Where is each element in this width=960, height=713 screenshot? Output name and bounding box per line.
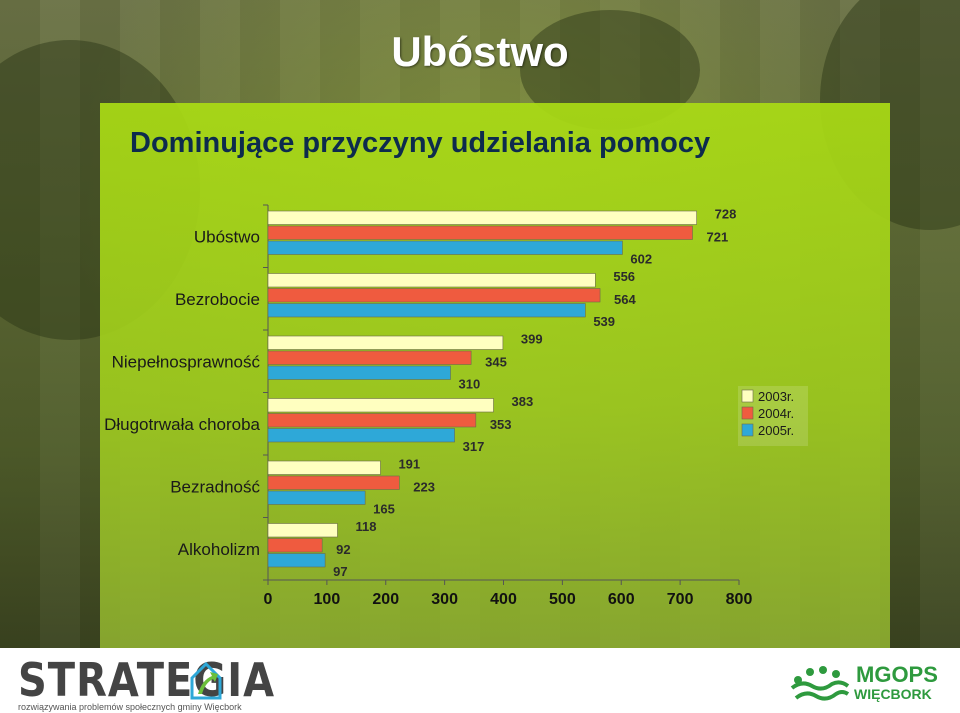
category-label: Niepełnosprawność — [112, 352, 261, 371]
bar-2003r — [267, 210, 697, 225]
bar-2005r — [267, 240, 623, 255]
data-label: 728 — [715, 207, 737, 222]
data-label: 97 — [333, 564, 347, 579]
data-label: 191 — [398, 457, 420, 472]
bar-2004r — [267, 350, 472, 365]
legend-label: 2005r. — [758, 423, 794, 438]
bar-2003r — [267, 398, 494, 413]
x-tick-label: 500 — [549, 591, 576, 608]
legend-swatch — [741, 406, 754, 420]
bar-2003r — [267, 335, 504, 350]
chart-title: Dominujące przyczyny udzielania pomocy — [130, 127, 711, 159]
x-tick-label: 100 — [314, 591, 341, 608]
bar-2004r — [267, 538, 323, 553]
strategia-logo: STRATEGIA rozwiązywania problemów społec… — [18, 658, 275, 712]
data-label: 310 — [459, 377, 481, 392]
strategia-logo-word: STRATEGIA — [18, 654, 276, 708]
data-label: 118 — [355, 519, 376, 534]
bar-2005r — [267, 365, 451, 380]
data-label: 317 — [463, 439, 485, 454]
x-tick-label: 700 — [667, 591, 694, 608]
data-label: 223 — [413, 480, 435, 495]
bar-2003r — [267, 460, 381, 475]
data-label: 539 — [593, 314, 615, 329]
chart: 0 100 200 300 400 500 600 700 800 Ubóstwo 728 721 60… — [104, 204, 795, 608]
x-tick-label: 200 — [372, 591, 399, 608]
mgops-logo: MGOPS WIĘCBORK — [790, 662, 950, 707]
data-label: 165 — [373, 502, 395, 517]
data-label: 92 — [336, 542, 350, 557]
data-label: 383 — [511, 394, 533, 409]
footer: STRATEGIA rozwiązywania problemów społec… — [0, 648, 960, 713]
data-label: 721 — [706, 230, 728, 245]
chart-panel — [100, 103, 890, 648]
mgops-logo-city: WIĘCBORK — [854, 686, 932, 702]
strategia-logo-subtitle: rozwiązywania problemów społecznych gmin… — [18, 702, 242, 712]
bar-2004r — [267, 413, 477, 428]
x-tick-label: 400 — [490, 591, 517, 608]
slide-title: Ubóstwo — [391, 28, 569, 75]
data-label: 556 — [613, 269, 635, 284]
legend-label: 2003r. — [758, 389, 794, 404]
legend-swatch — [741, 423, 754, 437]
x-tick-label: 800 — [726, 591, 753, 608]
mgops-logo-name: MGOPS — [856, 662, 938, 687]
bar-2005r — [267, 490, 366, 505]
data-label: 345 — [485, 355, 507, 370]
people-circle-icon — [790, 666, 850, 701]
x-tick-label: 300 — [431, 591, 458, 608]
bar-2005r — [267, 303, 586, 318]
x-tick-label: 600 — [608, 591, 635, 608]
category-label: Alkoholizm — [178, 540, 260, 559]
x-tick-label: 0 — [264, 591, 273, 608]
data-label: 353 — [490, 417, 512, 432]
legend-label: 2004r. — [758, 406, 794, 421]
data-label: 564 — [614, 292, 636, 307]
category-label: Długotrwała choroba — [104, 415, 260, 434]
data-label: 602 — [630, 252, 652, 267]
bar-2005r — [267, 553, 326, 568]
category-label: Bezrobocie — [175, 290, 260, 309]
category-label: Bezradność — [170, 477, 260, 496]
house-arrow-icon — [190, 661, 222, 700]
bar-2005r — [267, 428, 455, 443]
bar-2004r — [267, 288, 601, 303]
bar-2004r — [267, 225, 693, 240]
category-label: Ubóstwo — [194, 227, 260, 246]
legend-swatch — [741, 389, 754, 403]
bar-2003r — [267, 523, 338, 538]
data-label: 399 — [521, 332, 543, 347]
bar-2004r — [267, 475, 400, 490]
bar-2003r — [267, 273, 596, 288]
